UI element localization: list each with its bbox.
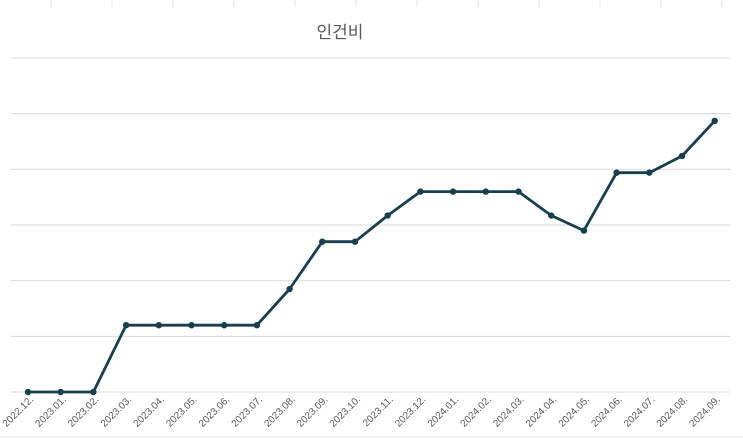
x-tick-label: 2024.05. bbox=[557, 394, 592, 429]
x-tick-label: 2023.09. bbox=[295, 394, 330, 429]
data-point bbox=[188, 322, 195, 329]
data-point bbox=[286, 285, 293, 293]
x-tick-label: 2023.07. bbox=[230, 394, 265, 429]
series-line bbox=[26, 119, 717, 394]
data-point bbox=[90, 388, 97, 396]
series-line-group bbox=[24, 117, 718, 396]
data-point bbox=[711, 117, 718, 125]
x-tick-label: 2024.08. bbox=[655, 394, 690, 429]
data-point bbox=[417, 188, 424, 195]
data-point bbox=[351, 238, 359, 245]
data-point bbox=[122, 322, 130, 329]
x-tick-label: 2023.12. bbox=[393, 394, 428, 429]
x-tick-label: 2024.04. bbox=[524, 394, 559, 429]
data-point bbox=[221, 322, 228, 329]
data-point bbox=[515, 188, 522, 195]
chart-title: 인건비 bbox=[316, 23, 364, 43]
x-tick-label: 2024.02. bbox=[459, 394, 494, 429]
data-point bbox=[155, 322, 162, 329]
data-point bbox=[319, 238, 326, 245]
data-point bbox=[646, 169, 653, 176]
x-tick-label: 2023.01. bbox=[34, 394, 69, 429]
data-point bbox=[384, 212, 391, 219]
x-tick-label: 2023.08. bbox=[262, 394, 297, 429]
x-tick-label: 2023.05. bbox=[164, 394, 199, 429]
x-tick-label: 2023.06. bbox=[197, 394, 232, 429]
x-axis-tick-labels: 2022.12.2023.01.2023.02.2023.03.2023.04.… bbox=[1, 394, 723, 429]
data-point bbox=[449, 188, 457, 195]
x-tick-label: 2024.01. bbox=[426, 394, 461, 429]
data-point bbox=[613, 169, 620, 176]
x-tick-label: 2024.09. bbox=[688, 394, 723, 429]
data-point bbox=[57, 388, 64, 396]
x-tick-label: 2023.10. bbox=[328, 394, 363, 429]
data-point bbox=[24, 388, 32, 396]
x-tick-label: 2024.03. bbox=[491, 394, 526, 429]
data-point bbox=[678, 152, 686, 160]
x-tick-label: 2023.11. bbox=[361, 394, 396, 429]
x-tick-label: 2023.02. bbox=[66, 394, 101, 429]
data-point bbox=[253, 322, 261, 329]
data-point bbox=[548, 212, 555, 219]
x-tick-label: 2024.06. bbox=[589, 394, 624, 429]
x-tick-label: 2023.03. bbox=[99, 394, 134, 429]
data-point bbox=[482, 188, 489, 195]
x-tick-label: 2024.07. bbox=[622, 394, 657, 429]
x-tick-label: 2023.04. bbox=[132, 394, 167, 429]
data-point bbox=[580, 227, 588, 234]
x-tick-label: 2022.12. bbox=[1, 394, 36, 429]
horizontal-gridlines bbox=[11, 57, 730, 393]
